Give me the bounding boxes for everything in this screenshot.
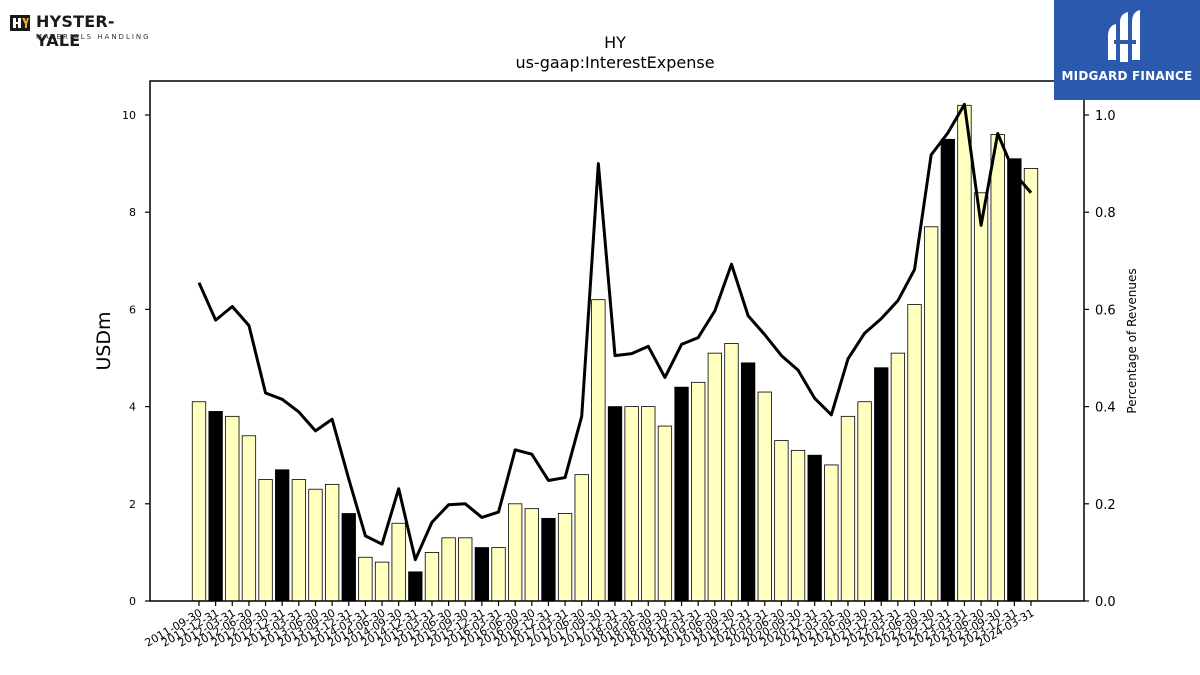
bar-2013-09-30 bbox=[324, 483, 340, 602]
x-axis: 2011-09-302011-12-312012-03-312012-06-30… bbox=[143, 601, 1037, 650]
plot-frame bbox=[149, 80, 1085, 602]
bar-2023-12-31 bbox=[1007, 158, 1022, 602]
hy-emblem-icon bbox=[10, 15, 30, 31]
bar-2017-03-31 bbox=[557, 513, 573, 602]
y-tick-label: 10 bbox=[122, 109, 136, 122]
bar-2015-06-30 bbox=[441, 537, 456, 602]
pct-revenue-line bbox=[197, 102, 1033, 562]
bar-2023-06-30 bbox=[973, 192, 989, 602]
bar-2020-03-31 bbox=[757, 391, 772, 602]
y2-axis-label: Percentage of Revenues bbox=[1125, 268, 1139, 413]
line-group bbox=[197, 102, 1033, 562]
bar-2021-06-30 bbox=[840, 415, 856, 602]
bar-2020-09-30 bbox=[790, 449, 806, 602]
bar-2013-03-31 bbox=[291, 479, 306, 602]
bar-2011-12-31 bbox=[208, 411, 223, 602]
bar-2012-06-30 bbox=[241, 435, 257, 602]
bar-2022-03-31 bbox=[890, 352, 906, 602]
bar-2014-12-31 bbox=[408, 571, 423, 602]
bar-2017-09-30 bbox=[591, 299, 606, 602]
y2-tick-label: 0.2 bbox=[1095, 498, 1116, 513]
y-axis-label: USDm bbox=[93, 311, 115, 370]
hyster-yale-wordmark: HYSTER-YALE bbox=[36, 12, 115, 50]
y-tick-label: 4 bbox=[129, 401, 136, 414]
bar-2024-03-31 bbox=[1023, 168, 1039, 602]
bar-2022-12-31 bbox=[940, 138, 955, 602]
bar-2016-06-30 bbox=[508, 503, 523, 602]
y2-tick-label: 0.4 bbox=[1095, 401, 1116, 416]
chart-title: HY bbox=[604, 33, 626, 52]
y-tick-label: 2 bbox=[129, 498, 136, 511]
bar-2023-09-30 bbox=[990, 134, 1005, 602]
bar-2016-12-31 bbox=[541, 517, 556, 602]
bar-2019-12-31 bbox=[740, 362, 756, 602]
bar-2020-12-31 bbox=[807, 454, 822, 602]
hyster-yale-logo: HYSTER-YALE MATERIALS HANDLING bbox=[10, 10, 155, 50]
bar-2014-03-31 bbox=[358, 556, 373, 602]
midgard-emblem-icon bbox=[1108, 10, 1140, 62]
bar-2017-06-30 bbox=[574, 474, 589, 602]
bar-2021-03-31 bbox=[824, 464, 839, 602]
bar-2016-09-30 bbox=[524, 508, 539, 602]
bar-2019-03-31 bbox=[691, 381, 706, 602]
hyster-yale-subtitle: MATERIALS HANDLING bbox=[36, 33, 151, 41]
y2-tick-label: 0.6 bbox=[1095, 303, 1116, 318]
y-axis-right: 0.0 0.2 0.4 0.6 0.8 1.0 bbox=[1084, 109, 1116, 610]
bar-2014-09-30 bbox=[391, 522, 406, 602]
bar-2019-09-30 bbox=[724, 343, 739, 602]
y-tick-label: 0 bbox=[129, 595, 136, 608]
bar-2015-03-31 bbox=[424, 552, 440, 602]
bar-2018-06-30 bbox=[641, 406, 656, 602]
bar-2013-12-31 bbox=[341, 513, 356, 602]
bar-2021-12-31 bbox=[874, 367, 889, 602]
y-tick-label: 8 bbox=[129, 206, 136, 219]
bar-2020-06-30 bbox=[774, 440, 789, 602]
bar-2015-12-31 bbox=[474, 547, 490, 602]
bar-2023-03-31 bbox=[957, 104, 972, 602]
bar-2013-06-30 bbox=[308, 488, 323, 602]
bar-2014-06-30 bbox=[374, 561, 390, 602]
y-tick-label: 6 bbox=[129, 303, 136, 316]
bar-2022-09-30 bbox=[924, 226, 939, 602]
bar-2018-03-31 bbox=[624, 406, 639, 602]
bar-2012-09-30 bbox=[258, 479, 273, 602]
bar-2015-09-30 bbox=[458, 537, 473, 602]
y-axis-left: 0 2 4 6 8 10 bbox=[122, 109, 150, 608]
bar-2022-06-30 bbox=[907, 304, 922, 602]
bar-2017-12-31 bbox=[607, 406, 623, 602]
bar-2012-12-31 bbox=[275, 469, 290, 602]
chart-subtitle: us-gaap:InterestExpense bbox=[515, 53, 714, 72]
bar-2018-12-31 bbox=[674, 386, 689, 602]
bar-2019-06-30 bbox=[707, 352, 722, 602]
bar-2016-03-31 bbox=[491, 547, 506, 602]
bar-2011-09-30 bbox=[191, 401, 207, 602]
bar-2018-09-30 bbox=[657, 425, 673, 602]
y2-tick-label: 0.8 bbox=[1095, 206, 1116, 221]
y2-tick-label: 0.0 bbox=[1095, 595, 1116, 610]
midgard-finance-logo: MIDGARD FINANCE bbox=[1054, 0, 1200, 100]
y2-tick-label: 1.0 bbox=[1095, 109, 1116, 124]
midgard-wordmark: MIDGARD FINANCE bbox=[1061, 69, 1193, 83]
bar-2012-03-31 bbox=[225, 415, 240, 602]
bar-2021-09-30 bbox=[857, 401, 872, 602]
